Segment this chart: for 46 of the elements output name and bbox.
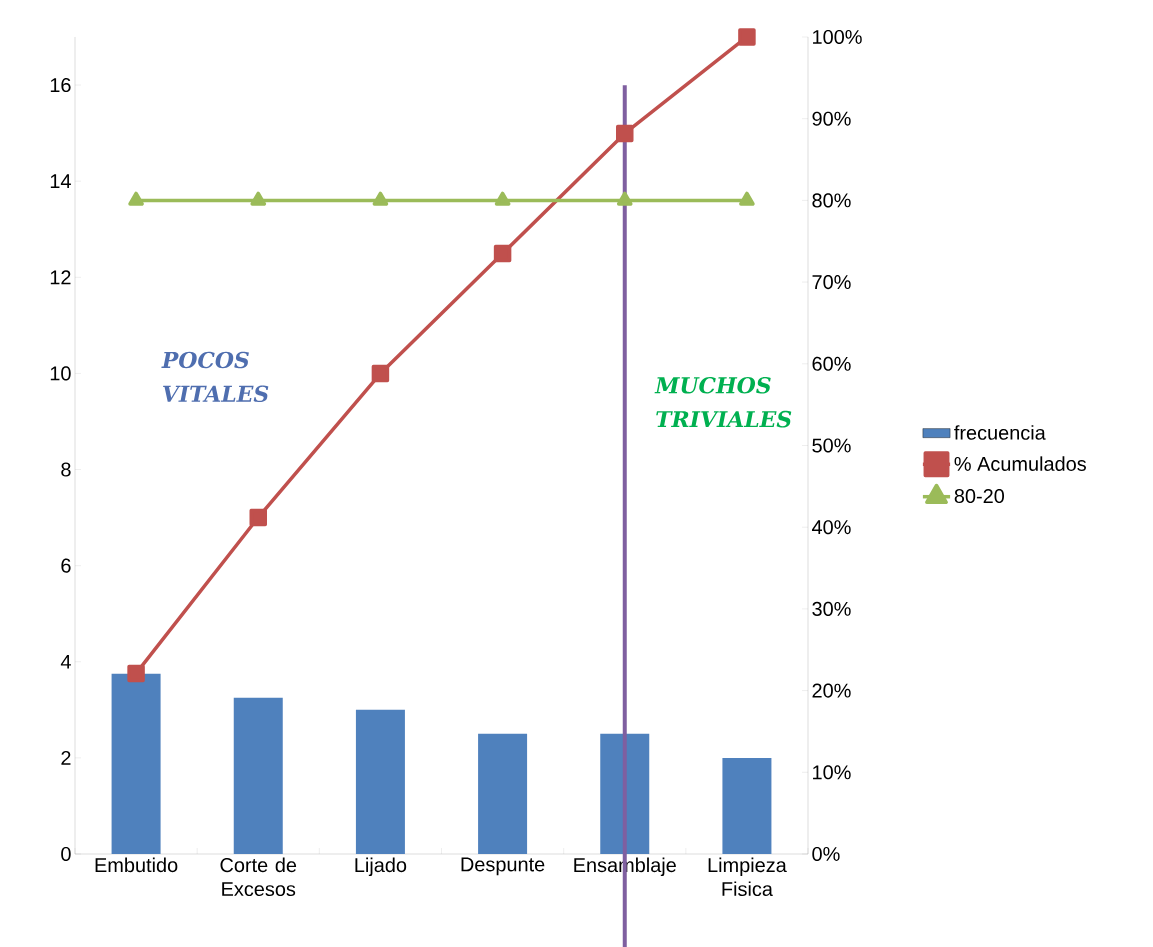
bar <box>478 733 528 854</box>
y-tick-label: 14 <box>50 174 71 189</box>
legend-label: % Acumulados <box>954 456 1086 471</box>
bar <box>355 709 405 854</box>
x-tick-label: Lijado <box>355 857 407 877</box>
y2-tick-label: 0% <box>812 846 840 862</box>
bar <box>600 733 650 854</box>
y-tick-label: 6 <box>61 558 71 573</box>
x-tick-label: Despunte <box>461 857 545 876</box>
point <box>249 508 267 527</box>
y2-tick-label: 30% <box>812 601 851 616</box>
y2-tick-label: 50% <box>812 438 851 453</box>
y-tick-label: 12 <box>50 270 71 285</box>
y2-tick-label: 80% <box>812 193 851 208</box>
y-tick-label: 8 <box>61 462 71 477</box>
annotation: POCOS VITALES <box>161 351 269 403</box>
y2-tick-label: 100% <box>813 29 862 45</box>
y-tick-label: 10 <box>50 366 71 381</box>
bar <box>111 673 161 854</box>
point <box>250 191 267 206</box>
y2-tick-label: 40% <box>811 520 851 535</box>
point <box>616 191 633 206</box>
y-tick-label: 4 <box>60 654 71 669</box>
y2-tick-label: 60% <box>812 356 851 371</box>
legend-label: frecuencia <box>954 425 1046 440</box>
y-tick-label: 0 <box>61 846 71 862</box>
point <box>128 191 144 206</box>
x-tick-label: Embutido <box>95 857 178 873</box>
bar <box>722 757 772 854</box>
point <box>372 191 389 206</box>
bar <box>233 697 283 854</box>
y2-tick-label: 10% <box>813 765 851 780</box>
x-tick-label: Limpieza Fisica <box>708 857 787 897</box>
annotation: MUCHOS TRIVIALES <box>654 376 792 428</box>
y-tick-label: 16 <box>50 78 71 93</box>
point <box>127 664 145 683</box>
legend-label: 80-20 <box>954 489 1005 504</box>
y2-tick-label: 20% <box>812 683 851 698</box>
y-tick-label: 2 <box>61 750 71 765</box>
y2-tick-label: 90% <box>812 111 851 126</box>
point <box>739 191 755 206</box>
x-tick-label: Corte de Excesos <box>220 857 297 897</box>
point <box>493 244 512 263</box>
point <box>494 191 511 206</box>
point <box>371 364 390 383</box>
y2-tick-label: 70% <box>812 275 851 290</box>
